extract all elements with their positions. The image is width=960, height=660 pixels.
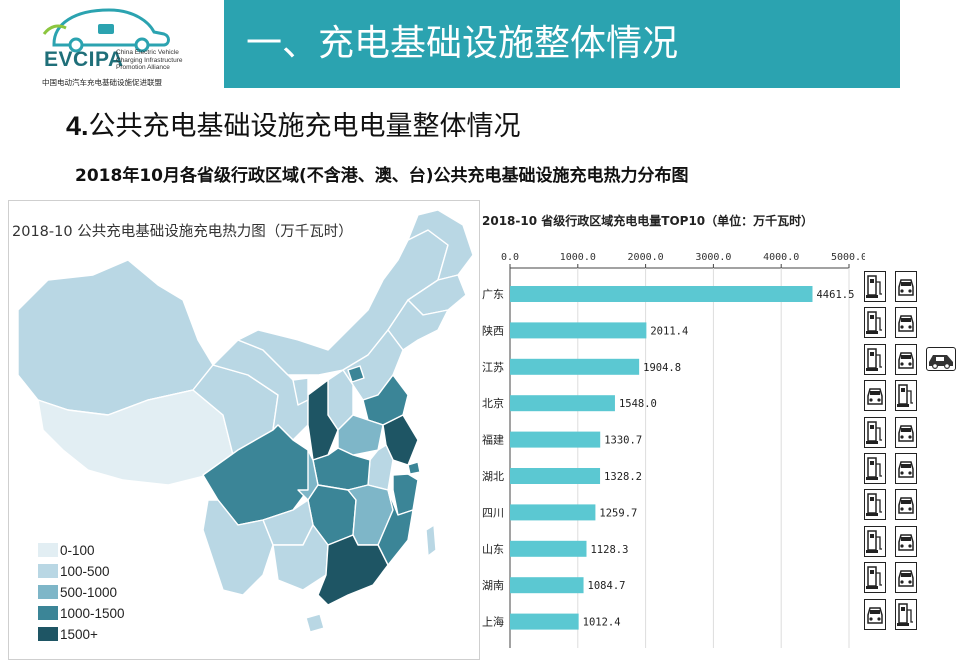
car-front-icon [864,598,886,630]
value-label: 1084.7 [588,580,626,592]
category-label: 江苏 [482,361,504,374]
region-yunnan [202,499,274,596]
legend-label: 1000-1500 [60,606,125,621]
title-bar: 一、充电基础设施整体情况 [224,0,900,88]
legend-swatch [38,585,58,599]
logo-english-name: China Electric Vehicle Charging Infrastr… [116,49,200,72]
x-tick-label: 0.0 [501,252,519,263]
legend-swatch [38,627,58,641]
logo-en-line: China Electric Vehicle [116,49,179,56]
charging-station-icon [864,343,886,375]
bar [510,358,640,375]
car-front-icon [895,271,917,302]
value-label: 1128.3 [590,544,628,556]
legend-label: 1500+ [60,627,98,642]
charging-station-icon [864,271,886,302]
bar [510,395,615,412]
charging-station-icon [895,380,917,412]
page-subtitle: 2018年10月各省级行政区域(不含港、澳、台)公共充电基础设施充电热力分布图 [75,166,689,186]
section-title: 公共充电基础设施充电电量整体情况 [88,111,521,142]
region-zhejiang [392,473,419,516]
legend-swatch [38,543,58,557]
logo-chinese-name: 中国电动汽车充电基础设施促进联盟 [42,78,162,87]
car-front-icon [895,343,917,375]
value-label: 4461.5 [816,289,854,301]
category-label: 山东 [482,543,504,556]
x-tick-label: 2000.0 [628,252,664,263]
charging-station-icon [864,453,886,484]
x-tick-label: 5000.0 [831,252,865,263]
slide-title: 一、充电基础设施整体情况 [246,23,679,64]
logo-car-icon [42,8,170,53]
category-label: 湖北 [482,470,504,483]
region-liaoning [387,299,449,351]
bar [510,431,601,448]
map-title: 2018-10 公共充电基础设施充电热力图（万千瓦时） [12,224,353,240]
region-shanghai [407,461,421,475]
bar [510,540,587,557]
region-heilongjiang [407,209,474,281]
evcipa-logo [14,4,214,88]
category-label: 陕西 [482,323,504,337]
category-label: 四川 [482,506,504,519]
car-front-icon [864,380,886,412]
category-label: 广东 [482,288,504,301]
value-label: 1904.8 [643,362,681,374]
category-label: 福建 [482,433,504,447]
category-label: 北京 [482,396,504,410]
value-label: 1330.7 [604,435,642,447]
value-label: 1012.4 [583,617,621,629]
charging-station-icon [864,489,886,521]
category-label: 上海 [482,615,504,629]
region-fujian [377,489,414,566]
legend-swatch [38,606,58,620]
car-front-icon [895,489,917,521]
value-label: 1259.7 [599,507,637,519]
region-beijing [347,365,365,383]
bar [510,504,596,521]
region-guangdong [317,534,389,606]
top10-bar-chart: 0.0 1000.0 2000.0 3000.0 4000.0 5000.0 广东 4461.… [482,252,865,648]
x-tick-label: 3000.0 [695,252,731,263]
value-label: 2011.4 [650,325,688,337]
region-hainan [305,613,325,633]
car-front-icon [895,525,917,557]
charging-station-icon [864,562,886,594]
car-front-icon [895,307,917,339]
chart-title: 2018-10 省级行政区域充电电量TOP10（单位：万千瓦时） [482,214,814,228]
value-label: 1328.2 [604,471,642,483]
bar [510,577,584,594]
legend-label: 100-500 [60,564,110,579]
charging-station-icon [864,416,886,448]
region-taiwan [425,524,437,557]
charging-station-icon [864,525,886,557]
region-shaanxi [307,379,339,461]
car-front-icon [895,453,917,484]
logo-en-line: Promotion Alliance [116,64,170,71]
logo-name: EVCIPA [44,48,124,71]
value-label: 1548.0 [619,398,657,410]
bar [510,468,601,484]
section-number: 4. [66,111,89,141]
charging-station-icon [895,598,917,630]
category-label: 湖南 [482,579,504,592]
car-front-icon [895,416,917,448]
legend-swatch [38,564,58,578]
section-heading: 4.公共充电基础设施充电电量整体情况 [66,104,521,143]
region-ningxia [292,377,309,406]
charging-station-icon [864,307,886,339]
logo-en-line: Charging Infrastructure [116,56,183,64]
x-tick-label: 1000.0 [560,252,596,263]
car-front-icon [895,562,917,594]
bar [510,286,813,302]
china-heatmap [17,209,474,633]
bar [510,613,579,630]
legend-label: 500-1000 [60,585,118,600]
car-side-icon [926,346,956,371]
x-tick-label: 4000.0 [763,252,799,263]
legend-label: 0-100 [60,543,95,558]
bar [510,322,647,339]
